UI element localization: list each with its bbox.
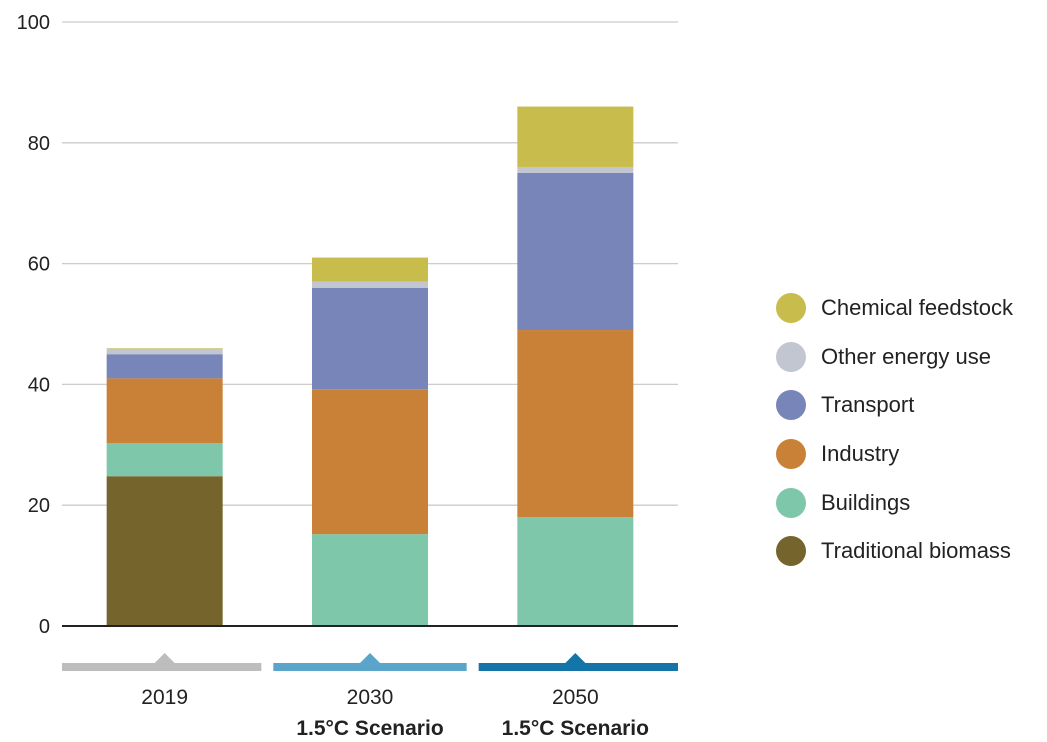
legend-swatch [776,390,806,421]
bars [106,106,634,626]
y-tick-label: 20 [28,495,50,517]
bar-traditional-biomass-2019 [106,476,223,626]
y-tick-label: 80 [28,133,50,155]
bar-transport-2019 [106,354,223,379]
legend-item: Chemical feedstock [776,284,1046,333]
legend-label: Transport [821,392,915,418]
legend-label: Industry [821,441,900,467]
legend-swatch [776,487,806,518]
legend-swatch [776,536,806,567]
legend-item: Industry [776,430,1046,479]
bar-industry-2019 [106,378,223,443]
bar-transport-2050 [517,173,634,331]
bar-transport-2030 [312,287,428,390]
legend-item: Buildings [776,478,1046,527]
bar-chemical-feedstock-2019 [106,348,223,349]
bar-buildings-2050 [517,517,634,626]
bar-other-energy-use-2050 [517,166,634,173]
x-tick-label: 2030 [347,686,394,709]
x-tick-label: 2050 [552,686,599,709]
bar-buildings-2030 [312,534,428,626]
legend-label: Other energy use [821,343,991,369]
category-marker-bar [273,663,467,671]
category-marker-bar [478,663,678,671]
legend-label: Traditional biomass [821,538,1011,564]
bar-other-energy-use-2019 [106,348,223,355]
legend: Chemical feedstock Other energy use Transp… [776,284,1046,576]
bar-industry-2030 [312,389,428,535]
legend-swatch [776,439,806,470]
category-markers [62,653,678,671]
bar-buildings-2019 [106,442,223,477]
x-tick-sublabel: 1.5°C Scenario [296,717,443,740]
bar-chemical-feedstock-2030 [312,257,428,282]
legend-swatch [776,293,806,324]
y-tick-label: 40 [28,374,50,396]
bar-chemical-feedstock-2050 [517,106,634,167]
legend-swatch [776,341,806,372]
legend-label: Chemical feedstock [821,295,1013,321]
x-tick-label: 2019 [141,686,188,709]
legend-item: Traditional biomass [776,527,1046,576]
y-tick-label: 0 [39,616,50,638]
legend-item: Transport [776,381,1046,430]
y-tick-label: 60 [28,254,50,276]
legend-item: Other energy use [776,333,1046,382]
category-marker-bar [62,663,262,671]
category-marker-triangle [359,653,381,664]
bar-industry-2050 [517,330,634,518]
category-marker-triangle [564,653,587,664]
category-labels: 2019 2030 1.5°C Scenario 2050 1.5°C Scenario [141,686,649,740]
category-marker-triangle [153,653,176,664]
y-tick-label: 100 [17,12,50,34]
legend-label: Buildings [821,489,911,515]
bar-other-energy-use-2030 [312,281,428,288]
x-tick-sublabel: 1.5°C Scenario [502,717,649,740]
y-tick-labels: 0 20 40 60 80 100 [17,12,50,638]
